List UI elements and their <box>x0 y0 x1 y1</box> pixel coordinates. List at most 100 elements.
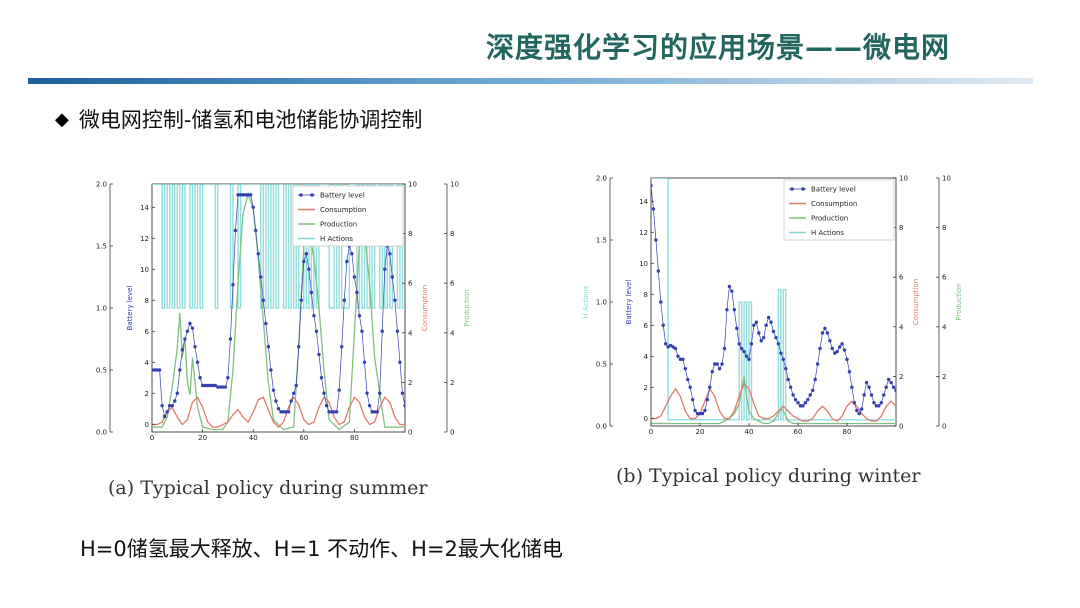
battery-level-point <box>395 329 400 333</box>
production-line <box>651 376 896 425</box>
battery-level-point <box>165 410 169 414</box>
battery-level-point <box>693 408 697 413</box>
h-actions-tick-label: 1.0 <box>96 305 107 313</box>
battery-level-point <box>307 267 311 271</box>
x-tick-label: 20 <box>696 428 705 435</box>
battery-level-point <box>180 348 185 352</box>
x-tick-label: 80 <box>350 434 359 440</box>
battery-level-point <box>211 383 215 388</box>
battery-level-point <box>759 339 763 343</box>
battery-tick-label: 0 <box>145 421 149 429</box>
battery-level-point <box>681 357 685 362</box>
battery-level-point <box>847 370 852 374</box>
battery-level-point <box>673 346 678 351</box>
battery-level-point <box>271 388 276 392</box>
production-tick-label: 10 <box>450 181 459 189</box>
consumption-axis-label: Consumption <box>421 285 429 331</box>
battery-level-point <box>722 346 727 351</box>
battery-level-point <box>357 314 362 318</box>
battery-level-point <box>246 193 250 197</box>
battery-level-point <box>862 393 866 397</box>
x-tick-label: 60 <box>299 434 308 440</box>
battery-tick-label: 8 <box>145 297 149 305</box>
battery-level-point <box>671 345 675 349</box>
battery-level-point <box>830 346 834 351</box>
battery-level-point <box>223 385 228 389</box>
battery-level-point <box>869 393 874 397</box>
battery-level-point <box>867 385 871 389</box>
battery-level-point <box>334 410 339 414</box>
legend-marker <box>790 187 794 191</box>
battery-level-point <box>752 323 756 327</box>
battery-level-point <box>732 308 736 312</box>
battery-level-point <box>269 368 273 372</box>
battery-level-point <box>820 331 825 335</box>
battery-level-point <box>779 351 783 355</box>
battery-level-point <box>815 362 820 366</box>
battery-level-point <box>698 411 702 416</box>
battery-level-point <box>216 385 220 389</box>
h-actions-tick-label: 0.5 <box>96 367 107 375</box>
battery-tick-label: 14 <box>140 204 149 212</box>
battery-level-point <box>266 345 271 349</box>
h-action-legend-note: H=0储氢最大释放、H=1 不动作、H=2最大化储电 <box>80 537 563 561</box>
h-actions-tick-label: 1.0 <box>596 299 607 307</box>
battery-level-point <box>380 329 384 333</box>
battery-level-point <box>352 275 357 279</box>
battery-level-point <box>228 337 233 341</box>
battery-level-point <box>208 383 212 388</box>
x-tick-label: 0 <box>649 428 653 435</box>
battery-level-point <box>764 323 768 327</box>
consumption-tick-label: 8 <box>408 230 412 238</box>
battery-level-point <box>375 410 379 414</box>
consumption-line <box>152 396 405 428</box>
battery-level-point <box>683 366 687 371</box>
battery-level-point <box>294 383 298 388</box>
battery-level-point <box>811 388 815 393</box>
battery-level-point <box>372 410 377 414</box>
battery-level-point <box>393 298 397 302</box>
winter-caption: (b) Typical policy during winter <box>616 465 921 487</box>
battery-level-point <box>857 411 861 416</box>
battery-level-point <box>200 383 205 388</box>
battery-level-point <box>178 368 182 372</box>
title-divider <box>28 78 1033 84</box>
battery-level-point <box>717 366 722 371</box>
battery-level-point <box>198 376 202 380</box>
battery-tick-label: 12 <box>140 235 149 243</box>
consumption-line <box>651 382 896 422</box>
battery-axis-label: Battery level <box>625 280 633 325</box>
battery-level-point <box>231 283 235 287</box>
battery-axis-label: Battery level <box>126 286 134 331</box>
battery-tick-label: 12 <box>639 229 648 237</box>
battery-level-point <box>686 377 690 382</box>
consumption-tick-label: 10 <box>408 181 417 189</box>
battery-level-point <box>319 376 324 380</box>
consumption-tick-label: 0 <box>899 423 903 431</box>
production-tick-label: 8 <box>450 230 454 238</box>
legend-label: Consumption <box>320 206 366 214</box>
battery-tick-label: 4 <box>644 353 649 361</box>
battery-level-point <box>226 376 230 380</box>
battery-level-point <box>784 366 788 371</box>
battery-level-point <box>332 410 336 414</box>
battery-level-point <box>302 259 306 264</box>
battery-level-point <box>173 399 177 403</box>
production-tick-label: 10 <box>942 175 951 183</box>
production-tick-label: 2 <box>450 379 454 387</box>
legend-label: Battery level <box>811 186 856 194</box>
battery-level-point <box>757 331 761 335</box>
consumption-tick-label: 8 <box>899 224 903 232</box>
h-actions-tick-label: 0.5 <box>596 361 607 369</box>
slide-title: 深度强化学习的应用场景——微电网 <box>485 31 950 64</box>
battery-level-point <box>350 252 354 256</box>
battery-level-point <box>659 300 663 304</box>
consumption-tick-label: 6 <box>899 274 904 282</box>
battery-level-point <box>676 354 680 358</box>
battery-level-point <box>882 393 886 397</box>
legend-label: Production <box>320 221 357 229</box>
consumption-tick-label: 4 <box>408 329 413 337</box>
battery-level-point <box>818 346 822 351</box>
production-tick-label: 6 <box>942 274 947 282</box>
battery-level-point <box>664 342 668 346</box>
